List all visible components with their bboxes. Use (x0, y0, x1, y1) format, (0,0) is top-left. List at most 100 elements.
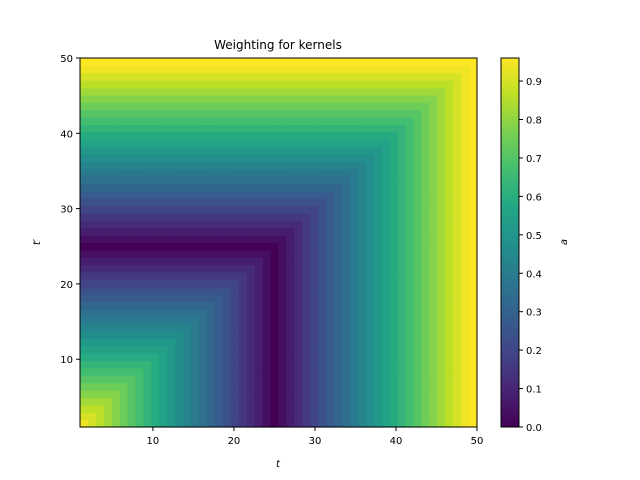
heatmap-cell (199, 183, 208, 192)
heatmap-cell (262, 220, 272, 229)
heatmap-cell (199, 227, 208, 236)
heatmap-cell (254, 272, 264, 280)
heatmap-cell (183, 367, 192, 376)
heatmap-cell (95, 168, 105, 177)
heatmap-cell (389, 139, 399, 148)
heatmap-cell (294, 146, 303, 155)
heatmap-cell (310, 131, 319, 140)
heatmap-cell (95, 183, 105, 192)
heatmap-cell (469, 419, 478, 428)
heatmap-cell (373, 382, 383, 391)
heatmap-cell (159, 220, 168, 229)
heatmap-cell (159, 80, 168, 89)
heatmap-cell (167, 397, 176, 406)
heatmap-cell (365, 345, 375, 354)
heatmap-cell (183, 294, 192, 303)
heatmap-cell (318, 94, 327, 103)
heatmap-cell (238, 338, 248, 347)
heatmap-cell (302, 109, 311, 118)
heatmap-cell (349, 272, 359, 280)
heatmap-cell (421, 301, 430, 310)
heatmap-cell (294, 308, 303, 317)
heatmap-cell (246, 212, 256, 221)
heatmap-cell (278, 257, 288, 266)
heatmap-cell (199, 331, 208, 340)
heatmap-cell (167, 272, 176, 280)
heatmap-cell (469, 72, 478, 81)
heatmap-cell (349, 279, 359, 288)
heatmap-cell (207, 301, 216, 310)
heatmap-cell (214, 331, 224, 340)
heatmap-cell (397, 249, 407, 258)
colorbar-tick-label: 0.7 (526, 154, 542, 165)
heatmap-cell (151, 65, 160, 74)
heatmap-cell (167, 161, 176, 170)
heatmap-cell (405, 146, 415, 155)
heatmap-cell (381, 153, 391, 162)
heatmap-cell (254, 360, 264, 369)
heatmap-cell (326, 308, 335, 317)
heatmap-cell (175, 168, 184, 177)
heatmap-cell (87, 272, 97, 280)
heatmap-cell (222, 176, 232, 185)
heatmap-cell (135, 227, 145, 236)
heatmap-cell (286, 146, 295, 155)
heatmap-cell (222, 412, 232, 421)
heatmap-cell (127, 168, 137, 177)
heatmap-cell (191, 183, 200, 192)
heatmap-cell (246, 353, 256, 362)
heatmap-cell (127, 301, 137, 310)
heatmap-cell (127, 412, 137, 421)
heatmap-cell (199, 412, 208, 421)
heatmap-cell (246, 72, 256, 81)
heatmap-cell (334, 331, 343, 340)
heatmap-cell (127, 279, 137, 288)
heatmap-cell (262, 102, 272, 111)
heatmap-cell (286, 212, 295, 221)
heatmap-cell (167, 227, 176, 236)
heatmap-cell (175, 382, 184, 391)
heatmap-cell (87, 235, 97, 244)
heatmap-cell (429, 235, 438, 244)
heatmap-cell (183, 176, 192, 185)
heatmap-cell (262, 72, 272, 81)
heatmap-cell (207, 65, 216, 74)
heatmap-cell (111, 412, 121, 421)
heatmap-cell (175, 412, 184, 421)
heatmap-cell (111, 397, 121, 406)
heatmap-cell (405, 220, 415, 229)
heatmap-cell (143, 131, 153, 140)
heatmap-cell (127, 117, 137, 126)
heatmap-cell (222, 301, 232, 310)
heatmap-cell (183, 58, 192, 66)
heatmap-cell (365, 294, 375, 303)
heatmap-cell (183, 94, 192, 103)
heatmap-cell (111, 235, 121, 244)
heatmap-cell (357, 124, 367, 133)
heatmap-cell (310, 294, 319, 303)
heatmap-cell (278, 212, 288, 221)
heatmap-cell (349, 87, 359, 96)
heatmap-cell (389, 331, 399, 340)
heatmap-cell (365, 131, 375, 140)
heatmap-cell (222, 220, 232, 229)
heatmap-cell (365, 212, 375, 221)
heatmap-cell (246, 94, 256, 103)
heatmap-cell (143, 279, 153, 288)
heatmap-cell (262, 367, 272, 376)
heatmap-cell (183, 249, 192, 258)
heatmap-cell (80, 146, 89, 155)
heatmap-cell (389, 279, 399, 288)
heatmap-cell (175, 109, 184, 118)
heatmap-cell (214, 117, 224, 126)
heatmap-cell (135, 161, 145, 170)
heatmap-cell (222, 117, 232, 126)
heatmap-cell (342, 338, 351, 347)
heatmap-cell (342, 286, 351, 295)
colorbar-tick-label: 0.3 (526, 308, 542, 319)
heatmap-cell (373, 308, 383, 317)
heatmap-cell (437, 316, 446, 325)
colorbar-tick-label: 0.9 (526, 77, 542, 88)
heatmap-cell (103, 139, 113, 148)
heatmap-cell (111, 272, 121, 280)
